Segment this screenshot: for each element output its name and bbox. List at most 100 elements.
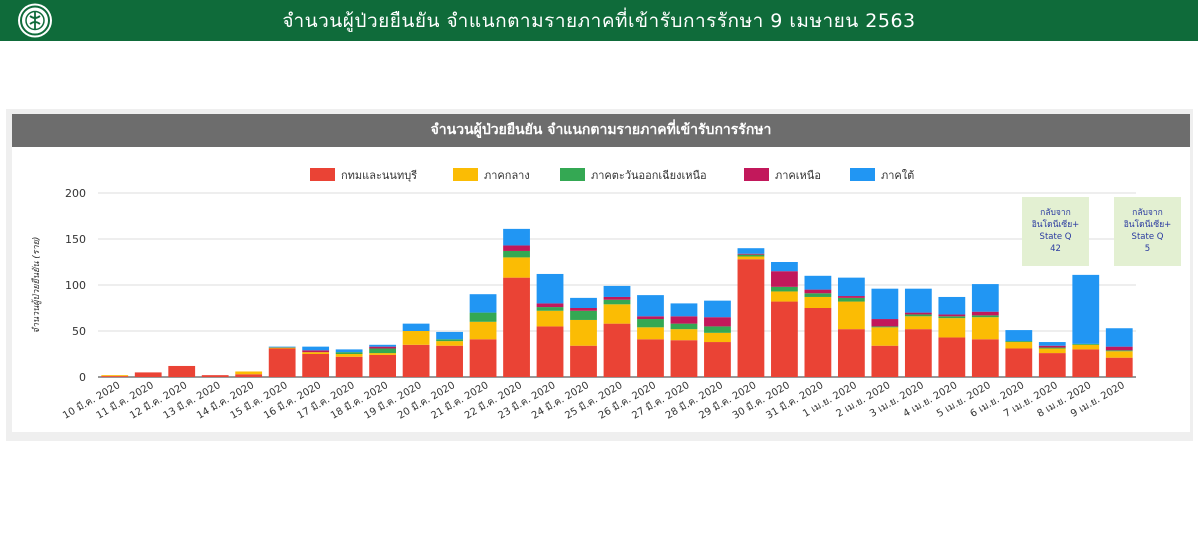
annotation-line: State Q <box>1131 232 1164 242</box>
y-tick-label: 0 <box>79 371 86 384</box>
bar-segment <box>904 288 932 313</box>
bar-segment <box>436 339 463 342</box>
bar-segment <box>603 304 631 324</box>
bar-segment <box>938 296 966 315</box>
bar-segment <box>503 250 530 258</box>
bar-segment <box>503 277 530 377</box>
bar-segment <box>603 323 631 377</box>
bar-segment <box>670 329 698 341</box>
annotation-box: กลับจาก อินโดนีเซีย+ State Q 5 <box>1114 197 1181 266</box>
bar-segment <box>436 331 463 340</box>
legend-swatch <box>744 168 769 181</box>
bar-segment <box>1072 344 1100 350</box>
annotation-box: กลับจาก อินโดนีเซีย+ State Q 42 <box>1022 197 1089 266</box>
chart-panel-header <box>12 114 1190 147</box>
top-header-bar: จำนวนผู้ป่วยยืนยัน จำแนกตามรายภาคที่เข้า… <box>0 0 1198 41</box>
bar-segment <box>904 329 932 377</box>
bar-segment <box>436 341 463 346</box>
bar-segment <box>201 375 229 377</box>
bar-segment <box>837 301 865 330</box>
bar-segment <box>469 294 497 313</box>
bar-segment <box>637 339 664 377</box>
bar-segment <box>938 314 966 317</box>
bar-segment <box>670 303 698 317</box>
bar-segment <box>1005 330 1033 342</box>
annotation-line: 5 <box>1144 244 1151 254</box>
bar-segment <box>871 288 899 320</box>
bar-segment <box>436 345 463 377</box>
bar-segment <box>971 339 999 377</box>
bar-segment <box>503 228 530 246</box>
bar-segment <box>1105 328 1133 347</box>
bar-segment <box>771 271 798 287</box>
bar-segment <box>871 345 899 377</box>
bar-segment <box>503 245 530 251</box>
bar-segment <box>570 308 597 311</box>
bar-segment <box>804 275 832 290</box>
bar-segment <box>837 297 865 302</box>
bar-segment <box>904 316 932 330</box>
bar-segment <box>235 374 263 377</box>
bar-segment <box>369 353 397 355</box>
bar-segment <box>704 317 731 327</box>
bar-segment <box>369 354 397 377</box>
bar-segment <box>971 284 999 312</box>
bar-segment <box>737 248 765 254</box>
bar-segment <box>302 354 330 377</box>
bar-segment <box>1072 349 1100 377</box>
bar-segment <box>737 256 765 260</box>
bar-segment <box>101 375 129 377</box>
bar-segment <box>1038 348 1066 354</box>
bar-segment <box>704 326 731 333</box>
bar-segment <box>369 344 397 347</box>
bar-segment <box>971 311 999 316</box>
bar-segment <box>737 253 765 255</box>
bar-segment <box>1105 350 1133 352</box>
legend-label: กทมและนนทบุรี <box>341 169 417 182</box>
annotation-line: อินโดนีเซีย+ <box>1031 220 1080 230</box>
bar-segment <box>302 346 330 351</box>
bar-segment <box>1072 343 1100 345</box>
bar-segment <box>369 346 397 349</box>
bar-segment <box>670 323 698 330</box>
legend-label: ภาคตะวันออกเฉียงเหนือ <box>591 169 707 182</box>
chart-title: จำนวนผู้ป่วยยืนยัน จำแนกตามรายภาคที่เข้า… <box>430 122 772 138</box>
bar-segment <box>837 277 865 297</box>
y-tick-label: 200 <box>65 187 86 200</box>
bar-segment <box>1038 353 1066 377</box>
bar-segment <box>837 296 865 298</box>
bar-segment <box>168 365 196 377</box>
bar-segment <box>335 352 363 354</box>
bar-segment <box>503 257 530 278</box>
bar-segment <box>268 348 296 377</box>
annotation-line: อินโดนีเซีย+ <box>1123 220 1172 230</box>
bar-segment <box>402 323 430 331</box>
bar-segment <box>101 376 129 377</box>
annotation-line: 42 <box>1050 244 1061 254</box>
bar-segment <box>1105 357 1133 377</box>
bar-segment <box>704 342 731 377</box>
legend-swatch <box>560 168 585 181</box>
bar-segment <box>335 354 363 357</box>
bar-segment <box>771 301 798 377</box>
bar-segment <box>1105 351 1133 358</box>
legend-label: ภาคใต้ <box>881 169 914 182</box>
bar-segment <box>771 286 798 292</box>
bar-segment <box>1038 345 1066 348</box>
bar-segment <box>469 312 497 322</box>
bar-segment <box>771 291 798 302</box>
annotation-line: กลับจาก <box>1132 208 1163 218</box>
bar-segment <box>1005 341 1033 343</box>
bar-segment <box>402 344 430 377</box>
bar-segment <box>704 332 731 343</box>
y-tick-label: 100 <box>65 279 86 292</box>
bar-segment <box>804 293 832 297</box>
bar-segment <box>871 327 899 346</box>
bar-segment <box>771 262 798 272</box>
bar-segment <box>302 350 330 353</box>
bar-segment <box>536 273 564 304</box>
annotation-line: State Q <box>1039 232 1072 242</box>
bar-segment <box>603 296 631 300</box>
y-tick-label: 50 <box>72 325 86 338</box>
bar-segment <box>670 316 698 324</box>
